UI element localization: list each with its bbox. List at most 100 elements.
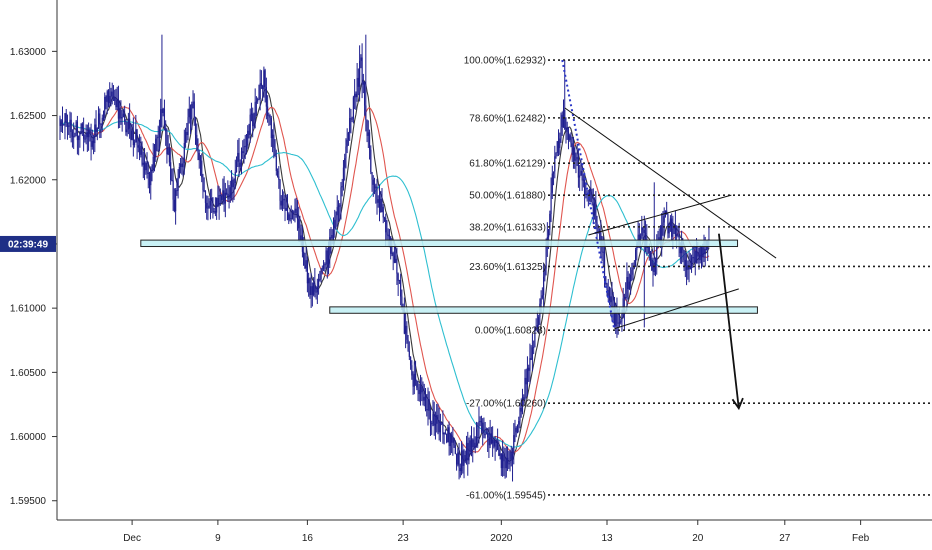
fib-level-label: -61.00%(1.59545)	[466, 490, 546, 501]
candle-body	[322, 265, 325, 269]
candle-body	[124, 113, 126, 122]
candle-body	[73, 136, 75, 138]
candle-body	[311, 286, 313, 295]
trendline[interactable]	[614, 288, 739, 330]
candle-body	[566, 127, 568, 132]
candle-body	[213, 211, 215, 213]
candle-body	[365, 105, 367, 120]
candle-body	[101, 117, 103, 126]
candle-body	[314, 283, 316, 292]
candle-body	[244, 146, 246, 148]
candle-body	[63, 124, 65, 126]
candle-body	[429, 410, 432, 424]
candle-body	[503, 454, 505, 462]
candle-body	[436, 414, 438, 424]
candle-body	[413, 373, 415, 387]
candle-body	[216, 197, 218, 213]
candle-body	[658, 237, 660, 241]
candle-body	[122, 113, 125, 118]
candle-body	[234, 171, 236, 184]
candle-body	[652, 270, 654, 273]
candle-body	[150, 169, 152, 186]
candle-body	[431, 423, 433, 425]
candle-body	[708, 238, 710, 240]
candle-body	[363, 81, 366, 106]
candle-body	[478, 421, 480, 439]
candle-body	[555, 152, 557, 157]
candle-body	[447, 427, 449, 443]
candle-body	[381, 198, 383, 207]
candle-body	[163, 108, 166, 128]
candle-body	[320, 268, 322, 279]
fib-level-label: 23.60%(1.61325)	[469, 262, 546, 273]
candle-body	[242, 151, 244, 154]
candle-body	[80, 123, 82, 134]
candle-body	[417, 387, 419, 390]
candle-body	[344, 158, 346, 168]
candle-body	[342, 167, 345, 187]
candle-body	[315, 291, 317, 293]
candle-body	[372, 179, 374, 185]
support-resistance-zone[interactable]	[329, 306, 758, 314]
fib-swing-line[interactable]	[561, 59, 616, 331]
candle-body	[273, 134, 275, 148]
candle-body	[536, 325, 538, 330]
arrow-shaft[interactable]	[718, 233, 740, 409]
candle-body	[603, 251, 606, 277]
candle-body	[285, 208, 287, 211]
candle-body	[391, 252, 393, 254]
candle-body	[561, 114, 563, 128]
candle-body	[514, 432, 516, 436]
candle-body	[228, 198, 230, 200]
candle-body	[112, 96, 115, 98]
candle-body	[105, 96, 107, 102]
candle-body	[69, 119, 71, 126]
candle-body	[411, 365, 413, 376]
candle-body	[106, 91, 108, 102]
support-resistance-zones[interactable]	[140, 239, 758, 314]
candle-body	[335, 215, 337, 220]
candle-body	[316, 286, 318, 293]
candle-body	[693, 257, 695, 263]
current-time-badge	[0, 235, 56, 252]
candle-body	[565, 127, 567, 130]
candle-body	[385, 217, 387, 233]
candle-body	[130, 128, 132, 140]
candle-body	[352, 97, 354, 119]
candle-body	[392, 252, 394, 256]
candle-body	[581, 170, 583, 181]
candle-body	[516, 424, 519, 428]
candle-body	[689, 265, 691, 270]
candle-body	[206, 202, 208, 209]
candle-body	[683, 249, 685, 260]
candle-body	[667, 214, 669, 234]
candle-body	[321, 268, 323, 270]
candle-body	[504, 461, 506, 469]
candle-body	[75, 121, 77, 134]
candle-body	[171, 180, 173, 182]
projection-arrow[interactable]	[718, 233, 744, 411]
trendline[interactable]	[564, 107, 777, 259]
fibonacci-extension[interactable]: 100.00%(1.62932) 78.60%(1.62482) 61.80%(1.…	[464, 56, 932, 502]
support-resistance-zone[interactable]	[140, 239, 739, 248]
trendline[interactable]	[588, 194, 732, 236]
candle-body	[567, 131, 570, 140]
candle-body	[167, 147, 169, 155]
candle-body	[477, 437, 479, 439]
candle-body	[633, 266, 635, 268]
arrow-head[interactable]	[731, 397, 744, 411]
candle-body	[679, 247, 681, 254]
candle-body	[575, 159, 577, 161]
candle-body	[501, 454, 504, 469]
candle-body	[68, 125, 70, 127]
candle-body	[116, 99, 118, 108]
candle-body	[125, 121, 127, 133]
y-tick-label: 1.62000	[10, 175, 47, 186]
candle-body	[309, 278, 311, 296]
trendlines[interactable]	[564, 107, 777, 330]
candle-body	[366, 119, 368, 136]
candle-body	[515, 427, 517, 433]
candle-body	[651, 260, 653, 271]
candle-body	[469, 440, 471, 453]
